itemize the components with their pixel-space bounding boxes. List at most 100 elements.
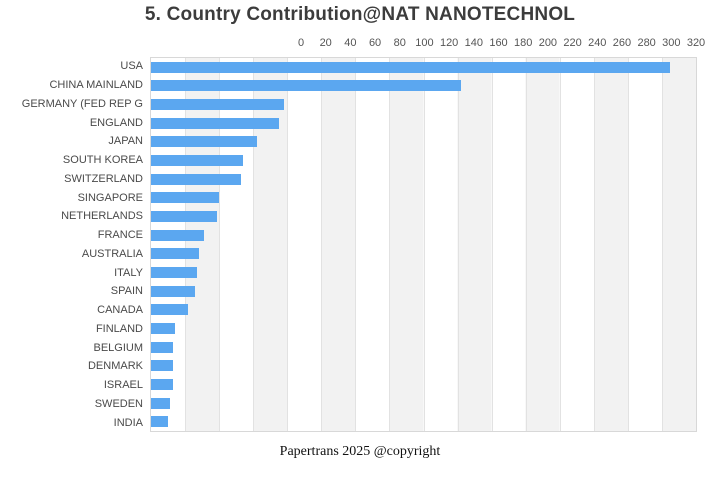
category-label: SOUTH KOREA [62, 154, 143, 167]
x-tick-label: 200 [538, 37, 558, 49]
x-tick-label: 140 [464, 37, 483, 49]
bar-row [151, 301, 696, 320]
gridline [559, 58, 561, 431]
bar [151, 117, 279, 129]
gridline [491, 58, 493, 431]
bar [151, 285, 196, 297]
plot-area: 0 20 40 60 80 100 120 140 160 180 200 220 240 260 280 3… [150, 37, 705, 432]
category-label: DENMARK [87, 360, 143, 373]
bar [151, 360, 174, 372]
bar-row [151, 319, 696, 338]
x-tick-label: 280 [637, 37, 656, 49]
bar [151, 80, 461, 92]
footer-credit: Papertrans 2025 @copyright [279, 444, 441, 459]
x-tick-label: 320 [686, 37, 706, 49]
bar [151, 99, 284, 111]
bar-row [151, 58, 696, 77]
x-tick-label: 80 [393, 37, 406, 49]
bar [151, 173, 242, 185]
bar-row [151, 114, 696, 133]
bar-row [151, 189, 696, 208]
bar-row [151, 245, 696, 264]
category-label: CANADA [97, 304, 143, 317]
bar-row [151, 77, 696, 96]
x-tick-label: 300 [662, 37, 681, 49]
category-label: NETHERLANDS [61, 210, 143, 223]
category-label: SWITZERLAND [64, 172, 143, 185]
gridline [627, 58, 629, 431]
gridline [219, 58, 221, 431]
bar [151, 248, 199, 260]
category-label: AUSTRALIA [81, 247, 143, 260]
bar [151, 341, 174, 353]
bar [151, 378, 174, 390]
bar [151, 323, 175, 335]
x-tick-label: 220 [563, 37, 582, 49]
x-tick-label: 160 [489, 37, 508, 49]
bar-row [151, 133, 696, 152]
bar-row [151, 263, 696, 282]
gridline [593, 58, 595, 431]
bar-row [151, 226, 696, 245]
gridline [457, 58, 459, 431]
category-label: ITALY [114, 266, 143, 279]
gridline [355, 58, 357, 431]
x-tick-label: 240 [588, 37, 607, 49]
category-label: FRANCE [97, 229, 143, 242]
x-tick-label: 0 [297, 37, 305, 49]
bar [151, 397, 170, 409]
gridline [661, 58, 663, 431]
gridline [185, 58, 187, 431]
gridline [253, 58, 255, 431]
bar-row [151, 207, 696, 226]
chart-title: 5. Country Contribution@NAT NANOTECHNOL [144, 4, 576, 25]
bar [151, 267, 197, 279]
category-label: FINLAND [95, 322, 143, 335]
x-tick-label: 40 [344, 37, 357, 49]
category-label: INDIA [113, 416, 143, 429]
bar-row [151, 338, 696, 357]
bar-row [151, 170, 696, 189]
bar [151, 304, 189, 316]
bar [151, 136, 257, 148]
category-label: SWEDEN [94, 397, 143, 410]
bar-chart: USA CHINA MAINLAND GERMANY (FED REP G ENGLA… [0, 37, 705, 432]
category-label: SPAIN [110, 285, 143, 298]
category-label: GERMANY (FED REP G [21, 97, 143, 110]
bar [151, 229, 204, 241]
category-label: SINGAPORE [77, 191, 143, 204]
x-tick-label: 120 [439, 37, 459, 49]
gridline [525, 58, 527, 431]
bar-rows [151, 58, 696, 431]
bar-row [151, 357, 696, 376]
x-tick-label: 260 [612, 37, 632, 49]
category-label: BELGIUM [93, 341, 143, 354]
bar-row [151, 95, 696, 114]
x-tick-label: 180 [514, 37, 533, 49]
category-axis: USA CHINA MAINLAND GERMANY (FED REP G ENGLA… [0, 57, 150, 432]
bar [151, 155, 243, 167]
x-tick-label: 100 [415, 37, 434, 49]
category-label: CHINA MAINLAND [49, 79, 143, 92]
x-tick-label: 20 [319, 37, 332, 49]
bar [151, 211, 218, 223]
bar [151, 416, 169, 428]
gridline [389, 58, 391, 431]
bar [151, 61, 671, 73]
x-tick-label: 60 [368, 37, 382, 49]
bar-row [151, 412, 696, 431]
gridline [321, 58, 323, 431]
category-label: USA [120, 60, 143, 73]
category-label: ISRAEL [103, 379, 143, 392]
gridline [287, 58, 289, 431]
gridline [423, 58, 425, 431]
category-label: ENGLAND [89, 116, 143, 129]
category-label: JAPAN [108, 135, 143, 148]
bar-row [151, 151, 696, 170]
bar-row [151, 394, 696, 413]
bar-row [151, 282, 696, 301]
bar [151, 192, 220, 204]
x-axis: 0 20 40 60 80 100 120 140 160 180 200 220 240 260 280 3… [297, 37, 705, 53]
bar-row [151, 375, 696, 394]
